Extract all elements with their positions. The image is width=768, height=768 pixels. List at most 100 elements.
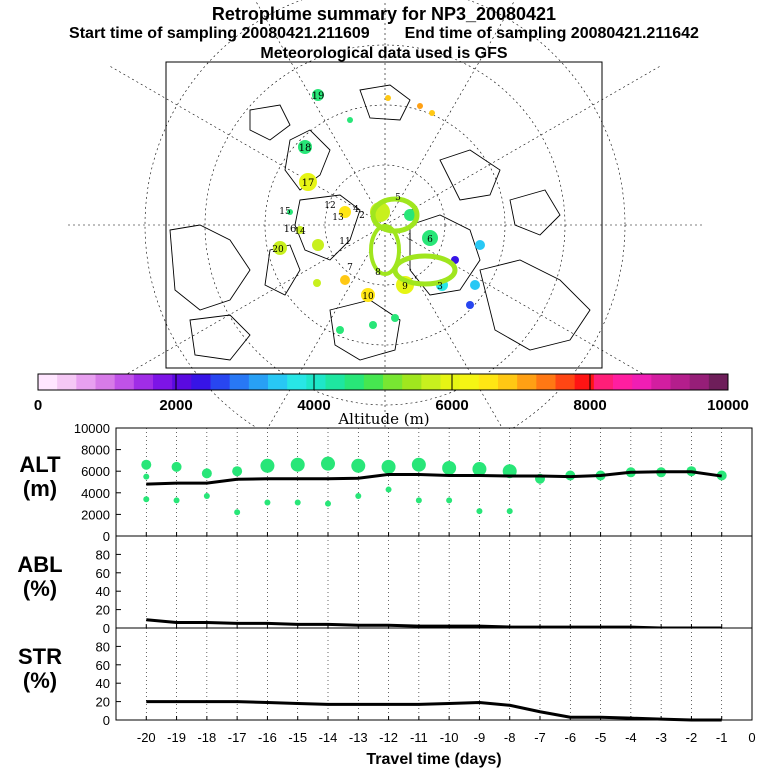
- y-tick-label: 2000: [81, 507, 110, 522]
- colorbar-cell: [363, 374, 384, 390]
- colorbar-cell: [459, 374, 480, 390]
- particle-marker: [391, 314, 399, 322]
- colorbar-cell: [287, 374, 307, 390]
- y-tick-label: 60: [96, 658, 110, 673]
- colorbar-cell: [383, 374, 403, 390]
- particle-marker: [369, 321, 377, 329]
- y-tick-label: 0: [103, 621, 110, 636]
- y-tick-label: 0: [103, 529, 110, 544]
- x-tick-label: 0: [748, 730, 755, 745]
- x-tick-label: -18: [197, 730, 216, 745]
- y-axis-label: (m): [23, 476, 57, 501]
- map-label: 10: [362, 292, 374, 302]
- end-time: End time of sampling 20080421.211642: [404, 25, 699, 42]
- map-label: 14: [294, 227, 306, 237]
- particle-marker: [470, 280, 480, 290]
- y-tick-label: 10000: [74, 421, 110, 436]
- x-tick-label: -3: [655, 730, 667, 745]
- x-tick-label: -10: [440, 730, 459, 745]
- cluster-point: [442, 460, 457, 475]
- particle-marker: [347, 117, 353, 123]
- cluster-point: [506, 508, 513, 515]
- y-axis-label: (%): [23, 576, 57, 601]
- panel-abl: 0 20 40 60 80 ABL(%): [17, 535, 753, 636]
- map-label: 11: [339, 237, 350, 247]
- cluster-point: [321, 456, 335, 471]
- particle-marker: [273, 241, 287, 255]
- map-label: 7: [347, 263, 353, 273]
- colorbar-cell: [153, 374, 173, 390]
- x-tick-label: -5: [595, 730, 607, 745]
- x-tick-label: -11: [410, 730, 428, 745]
- colorbar-cell: [670, 374, 691, 390]
- colorbar-tick-label: 10000: [707, 397, 749, 414]
- particle-marker: [429, 110, 435, 116]
- cluster-point: [232, 466, 243, 477]
- colorbar-cell: [268, 374, 288, 390]
- plume-ring: [369, 224, 401, 276]
- x-tick-label: -13: [349, 730, 368, 745]
- x-tick-label: -2: [686, 730, 698, 745]
- y-tick-label: 60: [96, 566, 110, 581]
- map-label: 12: [324, 201, 335, 211]
- cluster-point: [234, 509, 241, 516]
- colorbar-label: Altitude (m): [337, 410, 429, 428]
- map-label: 9: [402, 282, 408, 292]
- sampling-times: Start time of sampling 20080421.211609 E…: [0, 25, 768, 43]
- particle-marker: [422, 230, 438, 246]
- altitude-colorbar: 0 2000 4000 6000 8000 10000 Altitude (m): [34, 373, 749, 428]
- y-tick-label: 6000: [81, 464, 110, 479]
- particle-marker: [312, 89, 324, 101]
- colorbar-cell: [593, 374, 614, 390]
- colorbar-cell: [402, 374, 422, 390]
- cluster-point: [385, 486, 392, 493]
- x-tick-label: -15: [288, 730, 307, 745]
- colorbar-cell: [478, 374, 499, 390]
- map-label: 13: [332, 213, 344, 223]
- colorbar-cell: [555, 374, 576, 390]
- cluster-point: [141, 459, 152, 470]
- colorbar-cell: [421, 374, 441, 390]
- meridian-line: [254, 0, 386, 226]
- particle-marker: [287, 209, 293, 215]
- x-tick-label: -8: [504, 730, 516, 745]
- colorbar-cell: [191, 374, 211, 390]
- map-label: 4: [353, 205, 359, 215]
- coastline: [439, 149, 501, 201]
- colorbar-cell: [229, 374, 250, 390]
- cluster-point: [203, 493, 210, 500]
- coastline: [249, 104, 291, 141]
- particle-marker: [385, 95, 391, 101]
- x-tick-label: -6: [565, 730, 577, 745]
- cluster-point: [351, 458, 366, 473]
- particle-marker: [299, 173, 317, 191]
- colorbar-cell: [708, 374, 729, 390]
- cluster-point: [472, 462, 487, 477]
- panel-alt: 0 2000 4000 6000 8000 10000 ALT(m): [19, 421, 753, 544]
- colorbar-tick-label: 4000: [297, 397, 330, 414]
- cluster-point: [201, 468, 212, 479]
- series-line: [146, 618, 722, 630]
- meridian-line: [107, 64, 386, 226]
- y-tick-label: 80: [96, 547, 110, 562]
- cluster-point: [476, 508, 483, 515]
- arctic-map: 19 18 17 16 15 20 14 13 12 11 10 9 8 7 6 5 4 3 2 1: [65, 0, 705, 545]
- colorbar-cell: [57, 374, 77, 390]
- particle-marker: [312, 239, 324, 251]
- cluster-point: [173, 497, 180, 504]
- colorbar-cell: [172, 374, 192, 390]
- particle-marker: [475, 240, 485, 250]
- x-tick-label: -12: [379, 730, 398, 745]
- map-label: 6: [427, 235, 433, 245]
- colorbar-cell: [613, 374, 633, 390]
- colorbar-cell: [651, 374, 671, 390]
- colorbar-cell: [325, 374, 346, 390]
- colorbar-cell: [440, 374, 461, 390]
- y-tick-label: 20: [96, 695, 110, 710]
- x-tick-label: -16: [258, 730, 277, 745]
- x-tick-label: -19: [167, 730, 186, 745]
- colorbar-cell: [344, 374, 365, 390]
- colorbar-tick-label: 0: [34, 397, 42, 414]
- particle-marker: [298, 140, 312, 154]
